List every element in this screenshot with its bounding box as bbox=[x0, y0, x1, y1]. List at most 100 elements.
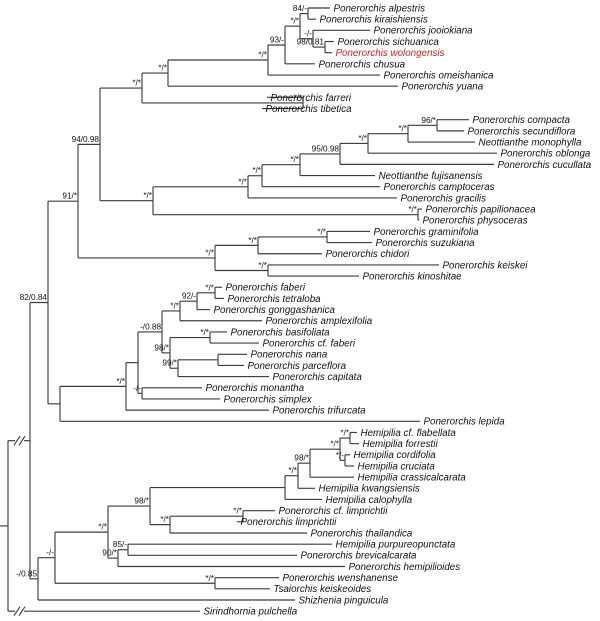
taxon-label: Ponerorchis simplex bbox=[224, 394, 313, 405]
support-value-label: 85/- bbox=[113, 540, 127, 549]
taxon-label: Ponerorchis nana bbox=[251, 350, 328, 361]
highlighted-taxon-label: Ponerorchis wolongensis bbox=[336, 48, 445, 59]
support-value-label: -/0.88 bbox=[140, 322, 161, 331]
taxon-label: Neottianthe fujisanensis bbox=[379, 171, 483, 182]
support-value-label: */* bbox=[98, 523, 107, 532]
support-value-label: */* bbox=[233, 507, 242, 516]
taxon-label: Ponerorchis kiraishiensis bbox=[320, 15, 428, 26]
taxon-label: Hemipilia cordifolia bbox=[354, 450, 437, 461]
support-value-label: */* bbox=[408, 205, 417, 214]
support-value-label: */- bbox=[336, 451, 344, 460]
taxon-label: Hemipilia forrestii bbox=[363, 439, 439, 450]
taxon-label: Ponerorchis physoceras bbox=[423, 216, 528, 227]
support-value-label: -/- bbox=[46, 548, 54, 557]
branch-break-icon bbox=[13, 435, 21, 446]
support-value-label: */* bbox=[205, 248, 214, 257]
taxon-label: Ponerorchis wenshanense bbox=[283, 573, 399, 584]
taxon-label: Ponerorchis trifurcata bbox=[273, 406, 367, 417]
taxon-label: Hemipilia purpureopunctata bbox=[336, 540, 456, 551]
support-value-label: 90/* bbox=[102, 549, 117, 558]
taxon-label: Ponerorchis secundiflora bbox=[468, 126, 576, 137]
support-value-label: */* bbox=[200, 328, 209, 337]
taxon-label: Ponerorchis cf. faberi bbox=[263, 339, 356, 350]
taxon-label: Ponerorchis brevicalcarata bbox=[301, 551, 418, 562]
taxon-label: Ponerorchis oblonga bbox=[501, 149, 591, 160]
support-value-label: */* bbox=[252, 166, 261, 175]
support-value-label: -/- bbox=[304, 29, 312, 38]
support-value-label: 98/* bbox=[134, 497, 149, 506]
support-value-label: */* bbox=[290, 17, 299, 26]
support-value-label: 94/0.98 bbox=[72, 135, 100, 144]
taxon-label: Ponerorchis faberi bbox=[226, 283, 306, 294]
support-value-label: */* bbox=[398, 124, 407, 133]
taxon-label: Shizhenia pinguicula bbox=[299, 595, 389, 606]
taxon-label: Ponerorchis tibetica bbox=[266, 104, 353, 115]
taxon-label: Ponerorchis graminifolia bbox=[374, 227, 480, 238]
taxon-label: Ponerorchis alpestris bbox=[334, 3, 426, 14]
support-value-label: */* bbox=[143, 191, 152, 200]
support-value-label: */* bbox=[330, 440, 339, 449]
taxon-label: Ponerorchis omeishanica bbox=[384, 70, 495, 81]
support-value-label: */* bbox=[358, 134, 367, 143]
branch-break-icon bbox=[18, 435, 26, 446]
taxon-label: Ponerorchis basifoliata bbox=[231, 327, 331, 338]
support-value-label: 98/* bbox=[294, 454, 309, 463]
support-value-label: 96/* bbox=[421, 116, 436, 125]
support-value-label: -/0.85 bbox=[16, 569, 37, 578]
taxon-label: Ponerorchis sichuanica bbox=[338, 37, 440, 48]
taxon-label: Ponerorchis lepida bbox=[424, 417, 506, 428]
taxon-label: Ponerorchis cucullata bbox=[498, 160, 592, 171]
support-value-label: 95/0.98 bbox=[312, 144, 340, 153]
support-value-label: */* bbox=[158, 64, 167, 73]
support-value-label: 82/0.84 bbox=[20, 293, 48, 302]
taxon-label: Ponerorchis amplexifolia bbox=[266, 316, 373, 327]
taxon-label: Hemipilia cruciata bbox=[358, 461, 436, 472]
support-value-label: 91/* bbox=[62, 192, 77, 201]
taxon-label: Ponerorchis monantha bbox=[206, 383, 305, 394]
support-value-label: -/- bbox=[133, 384, 141, 393]
branch-break-icon bbox=[18, 606, 26, 616]
taxon-label: Ponerorchis farreri bbox=[271, 93, 352, 104]
taxon-label: Ponerorchis camptoceras bbox=[384, 182, 495, 193]
taxon-label: Tsaiorchis keiskeoides bbox=[274, 584, 372, 595]
taxon-label: Ponerorchis chusua bbox=[319, 59, 406, 70]
taxon-label: Ponerorchis hemipilioides bbox=[349, 562, 461, 573]
taxon-label: Ponerorchis thailandica bbox=[311, 528, 413, 539]
taxon-label: Ponerorchis yuana bbox=[402, 82, 484, 93]
support-value-label: */* bbox=[317, 227, 326, 236]
taxon-label: Ponerorchis keiskei bbox=[443, 260, 529, 271]
support-value-label: */* bbox=[205, 283, 214, 292]
taxon-label: Ponerorchis compacta bbox=[473, 115, 571, 126]
taxon-label: Ponerorchis parceflora bbox=[248, 361, 347, 372]
support-value-label: 93/- bbox=[270, 36, 284, 45]
taxon-label: Ponerorchis gracilis bbox=[401, 193, 487, 204]
support-value-label: */* bbox=[340, 429, 349, 438]
taxon-label: Neottianthe monophylla bbox=[479, 137, 582, 148]
support-value-label: */* bbox=[293, 93, 302, 102]
taxon-label: Ponerorchis cf. limprichtii bbox=[279, 506, 389, 517]
taxon-label: Ponerorchis capitata bbox=[273, 372, 363, 383]
taxon-label: Hemipilia crassicalcarata bbox=[358, 473, 467, 484]
taxon-label: Ponerorchis suzukiana bbox=[376, 238, 476, 249]
taxon-label: Hemipilia kwangsiensis bbox=[319, 484, 420, 495]
support-value-label: */* bbox=[258, 51, 267, 60]
support-value-label: */* bbox=[238, 177, 247, 186]
support-value-label: */* bbox=[132, 79, 141, 88]
support-value-label: 84/- bbox=[293, 4, 307, 13]
support-value-label: */* bbox=[290, 155, 299, 164]
taxon-label: Ponerorchis jooiokiana bbox=[374, 26, 474, 37]
taxon-label: Sirindhornia pulchella bbox=[204, 607, 298, 618]
taxon-label: Ponerorchis papilionacea bbox=[426, 204, 537, 215]
taxon-label: Ponerorchis limprichtii bbox=[241, 517, 338, 528]
branch-break-icon bbox=[13, 606, 21, 616]
support-value-label: */* bbox=[258, 261, 267, 270]
taxon-label: Ponerorchis gonggashanica bbox=[214, 305, 336, 316]
support-value-label: 92/- bbox=[182, 292, 196, 301]
support-value-label: */* bbox=[248, 236, 257, 245]
support-value-label: */* bbox=[116, 377, 125, 386]
support-value-label: 99/* bbox=[162, 359, 177, 368]
taxon-label: Hemipilia cf. flabellata bbox=[361, 428, 457, 439]
support-value-label: 98/0.81 bbox=[297, 38, 325, 47]
